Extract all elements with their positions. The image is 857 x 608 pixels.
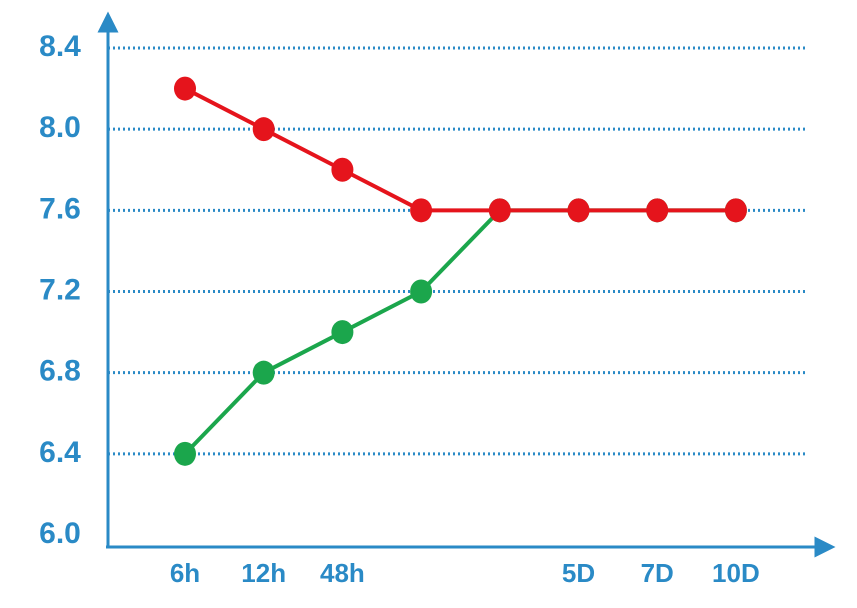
point — [488, 198, 511, 223]
y-tick-label: 6.4 — [39, 436, 81, 469]
point — [331, 157, 354, 182]
point — [252, 360, 275, 385]
point — [567, 198, 590, 223]
y-tick-label: 7.6 — [39, 192, 81, 225]
y-tick-label: 6.0 — [39, 517, 81, 550]
y-tick-label: 8.4 — [39, 30, 81, 63]
series-line — [183, 208, 736, 456]
point — [174, 76, 196, 101]
point — [646, 198, 669, 223]
point — [410, 279, 433, 304]
series-line — [184, 86, 736, 213]
x-tick-label: 5D — [562, 558, 595, 588]
y-tick-label: 7.2 — [39, 273, 81, 306]
x-tick-label: 7D — [641, 558, 674, 588]
x-tick-label: 48h — [320, 558, 365, 588]
y-tick-label: 6.8 — [39, 355, 81, 388]
point — [724, 198, 747, 223]
point — [410, 198, 433, 223]
x-tick-label: 10D — [712, 558, 760, 588]
point — [252, 117, 275, 142]
point — [174, 441, 196, 466]
x-tick-label: 12h — [241, 558, 286, 588]
x-tick-label: 6h — [170, 558, 200, 588]
y-tick-label: 8.0 — [39, 111, 81, 144]
point — [331, 320, 354, 345]
